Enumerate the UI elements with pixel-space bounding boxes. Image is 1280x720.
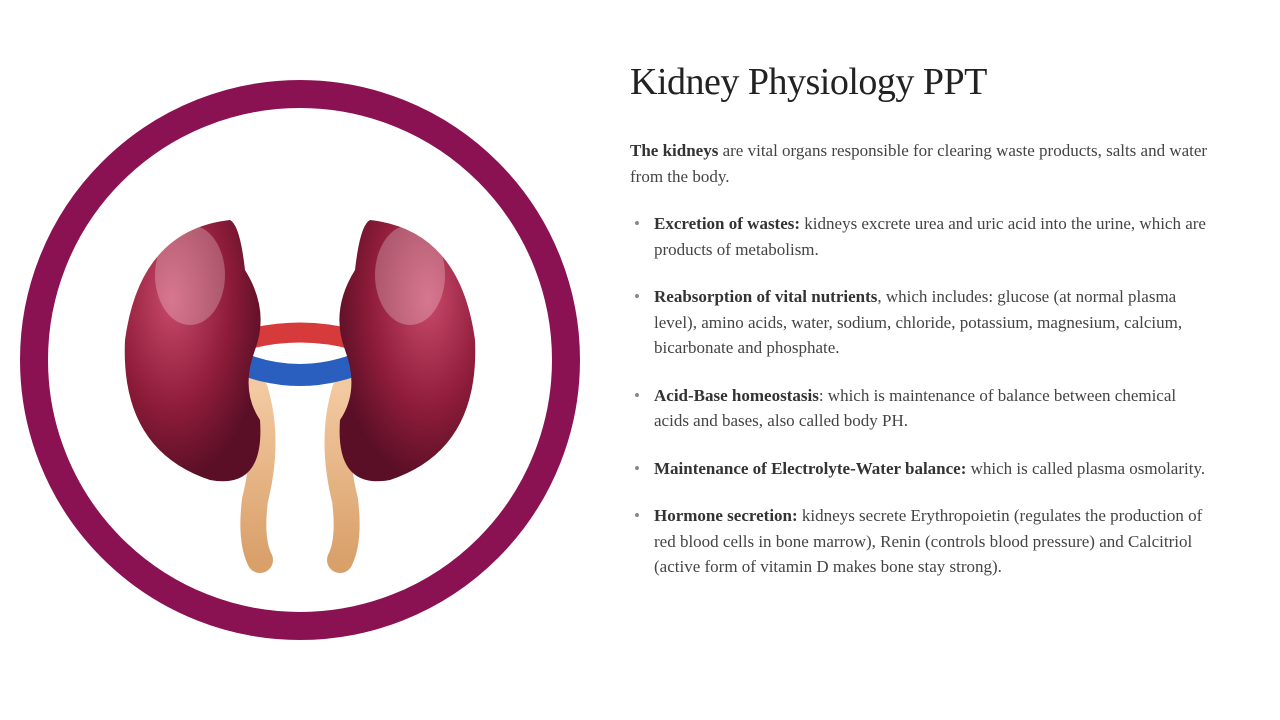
slide-container: Kidney Physiology PPT The kidneys are vi… <box>0 0 1280 720</box>
illustration-panel <box>0 0 600 720</box>
intro-paragraph: The kidneys are vital organs responsible… <box>630 138 1210 189</box>
right-kidney-highlight <box>375 225 445 325</box>
bullet-rest: which is called plasma osmolarity. <box>966 459 1205 478</box>
bullet-bold: Reabsorption of vital nutrients <box>654 287 877 306</box>
content-panel: Kidney Physiology PPT The kidneys are vi… <box>600 0 1280 720</box>
intro-lead: The kidneys <box>630 141 718 160</box>
bullet-item: Hormone secretion: kidneys secrete Eryth… <box>630 503 1210 580</box>
bullet-item: Acid-Base homeostasis: which is maintena… <box>630 383 1210 434</box>
left-kidney-highlight <box>155 225 225 325</box>
bullet-bold: Excretion of wastes: <box>654 214 800 233</box>
bullet-item: Maintenance of Electrolyte-Water balance… <box>630 456 1210 482</box>
renal-artery <box>245 333 355 341</box>
bullet-item: Reabsorption of vital nutrients, which i… <box>630 284 1210 361</box>
kidney-illustration <box>80 140 520 580</box>
renal-vein <box>245 365 355 375</box>
bullet-bold: Hormone secretion: <box>654 506 798 525</box>
bullet-bold: Maintenance of Electrolyte-Water balance… <box>654 459 966 478</box>
bullet-bold: Acid-Base homeostasis <box>654 386 819 405</box>
slide-title: Kidney Physiology PPT <box>630 60 1210 104</box>
bullet-item: Excretion of wastes: kidneys excrete ure… <box>630 211 1210 262</box>
bullet-list: Excretion of wastes: kidneys excrete ure… <box>630 211 1210 602</box>
